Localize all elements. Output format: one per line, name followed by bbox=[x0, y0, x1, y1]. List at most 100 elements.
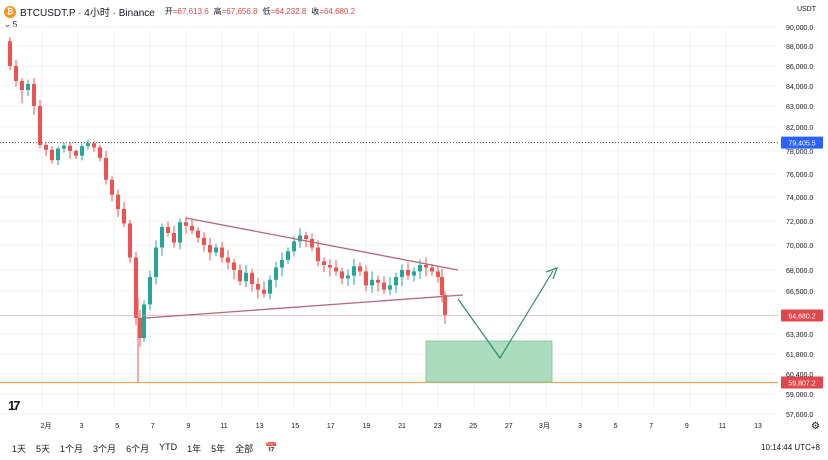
chart-header: ₿ BTCUSDT.P · 4小时 · Binance 开=67,613.6 高… bbox=[0, 0, 828, 32]
candle-body bbox=[370, 279, 374, 286]
timeframe-button[interactable]: 5年 bbox=[211, 443, 226, 454]
time-tick-label: 13 bbox=[754, 423, 762, 430]
time-tick-label: 9 bbox=[186, 423, 190, 430]
price-tick-label: 57,600.0 bbox=[786, 412, 813, 419]
price-tick-label: 70,000.0 bbox=[786, 243, 813, 250]
candle-body bbox=[382, 282, 386, 290]
triangle-lower-line bbox=[145, 294, 464, 319]
time-tick-label: 2月 bbox=[41, 422, 52, 430]
candle-body bbox=[104, 157, 108, 180]
indicator-toggle[interactable]: ⌄ 5 bbox=[4, 20, 17, 29]
time-tick-label: 9 bbox=[685, 423, 689, 430]
drawings-group: 79,405.5 64,680.2 59,807.2 bbox=[0, 136, 823, 389]
ohlc-low: 低=64,232.8 bbox=[262, 7, 307, 16]
price-tick-label: 68,000.0 bbox=[786, 268, 813, 275]
time-tick-label: 13 bbox=[256, 423, 264, 430]
candle-body bbox=[160, 227, 164, 248]
candle-body bbox=[286, 251, 290, 260]
candle-body bbox=[376, 279, 380, 283]
candle-body bbox=[14, 66, 18, 81]
candle-body bbox=[80, 146, 84, 156]
timeframe-button[interactable]: 6个月 bbox=[126, 443, 150, 454]
clock[interactable]: 10:14:44 UTC+8 bbox=[761, 443, 820, 452]
time-tick-label: 3 bbox=[578, 423, 582, 430]
candles-group bbox=[8, 36, 447, 383]
calendar-icon[interactable]: 📅 bbox=[265, 442, 278, 454]
time-tick-label: 5 bbox=[115, 423, 119, 430]
symbol-title[interactable]: BTCUSDT.P · 4小时 · Binance bbox=[20, 8, 155, 19]
ohlc-close: 收=64,680.2 bbox=[311, 7, 356, 16]
time-tick-label: 7 bbox=[151, 423, 155, 430]
price-tick-label: 60,400.0 bbox=[786, 372, 813, 379]
time-tick-label: 23 bbox=[434, 423, 442, 430]
timeframe-button[interactable]: YTD bbox=[159, 441, 178, 452]
time-tick-label: 11 bbox=[719, 423, 726, 430]
candle-body bbox=[226, 257, 230, 263]
candle-body bbox=[134, 257, 138, 318]
candle-body bbox=[86, 143, 90, 147]
price-tick-label: 61,800.0 bbox=[786, 352, 813, 359]
timeframe-button[interactable]: 1年 bbox=[187, 443, 202, 454]
candle-body bbox=[394, 277, 398, 286]
price-tick-label: 72,000.0 bbox=[786, 219, 813, 226]
time-tick-label: 17 bbox=[327, 423, 335, 430]
candle-body bbox=[298, 235, 302, 242]
candle-body bbox=[424, 265, 428, 268]
candle-body bbox=[280, 260, 284, 268]
ohlc-high: 高=67,656.8 bbox=[213, 7, 258, 16]
candle-body bbox=[202, 237, 206, 245]
candle-body bbox=[238, 270, 242, 282]
tradingview-logo-icon: 17 bbox=[8, 398, 21, 413]
candle-body bbox=[166, 227, 170, 233]
projection-arrowhead bbox=[545, 266, 559, 280]
symbol-info[interactable]: ₿ BTCUSDT.P · 4小时 · Binance 开=67,613.6 高… bbox=[4, 4, 355, 19]
ohlc-open: 开=67,613.6 bbox=[164, 7, 209, 16]
projection-path bbox=[457, 270, 554, 360]
time-tick-label: 25 bbox=[469, 423, 477, 430]
candle-body bbox=[346, 275, 350, 279]
candle-body bbox=[92, 143, 96, 148]
price-badge-label: 79,405.5 bbox=[788, 141, 815, 148]
price-badge bbox=[781, 376, 823, 389]
timeframe-button[interactable]: 1个月 bbox=[60, 443, 84, 454]
chart-grid bbox=[0, 26, 778, 415]
price-tick-label: 88,000.0 bbox=[786, 44, 813, 51]
timeframe-button[interactable]: 1天 bbox=[12, 443, 27, 454]
candle-body bbox=[232, 262, 236, 270]
time-tick-label: 21 bbox=[398, 423, 406, 430]
candle-body bbox=[268, 279, 272, 294]
timeframe-button[interactable]: 3个月 bbox=[93, 443, 117, 454]
candle-body bbox=[430, 267, 434, 272]
price-badge-label: 59,807.2 bbox=[788, 380, 815, 387]
price-axis: 90,000.0 88,000.0 86,000.0 84,000.0 83,000.0… bbox=[786, 25, 813, 419]
price-tick-label: 59,000.0 bbox=[786, 392, 813, 399]
candle-body bbox=[184, 222, 188, 226]
candle-body bbox=[328, 265, 332, 268]
price-tick-label: 86,000.0 bbox=[786, 64, 813, 71]
candle-body bbox=[440, 277, 444, 296]
timeframe-button[interactable]: 全部 bbox=[235, 443, 254, 454]
price-tick-label: 83,000.0 bbox=[786, 104, 813, 111]
price-badge bbox=[781, 136, 823, 149]
timeframe-button[interactable]: 5天 bbox=[36, 443, 51, 454]
candle-body bbox=[116, 194, 120, 209]
chevron-down-icon: ⌄ bbox=[4, 20, 11, 29]
price-tick-label: 76,000.0 bbox=[786, 172, 813, 179]
candle-body bbox=[316, 247, 320, 262]
bottom-toolbar: 1天 5天 1个月 3个月 6个月 YTD 1年 5年 全部 📅 bbox=[0, 436, 828, 460]
candle-body bbox=[322, 261, 326, 265]
candle-body bbox=[364, 271, 368, 286]
candle-body bbox=[32, 84, 36, 106]
candle-body bbox=[412, 271, 416, 276]
price-badge-label: 64,680.2 bbox=[788, 313, 815, 320]
price-tick-label: 63,300.0 bbox=[786, 332, 813, 339]
candle-body bbox=[154, 247, 158, 277]
candle-body bbox=[138, 317, 142, 338]
gear-icon[interactable]: ⚙ bbox=[811, 421, 820, 432]
currency-label: USDT bbox=[796, 6, 816, 13]
time-tick-label: 27 bbox=[505, 423, 513, 430]
candle-body bbox=[110, 179, 114, 195]
time-tick-label: 15 bbox=[291, 423, 299, 430]
time-axis: 2月 3 5 7 9 11 13 15 17 19 21 23 25 27 3月 3 5 7 9 11 13 bbox=[41, 422, 762, 430]
